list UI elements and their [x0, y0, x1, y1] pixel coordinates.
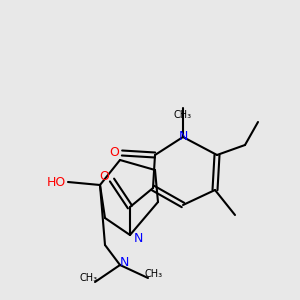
Text: CH₃: CH₃: [80, 273, 98, 283]
Text: HO: HO: [46, 176, 66, 188]
Text: N: N: [133, 232, 143, 244]
Text: CH₃: CH₃: [145, 269, 163, 279]
Text: N: N: [178, 130, 188, 143]
Text: O: O: [99, 170, 109, 184]
Text: O: O: [109, 146, 119, 160]
Text: N: N: [119, 256, 129, 268]
Text: CH₃: CH₃: [174, 110, 192, 120]
